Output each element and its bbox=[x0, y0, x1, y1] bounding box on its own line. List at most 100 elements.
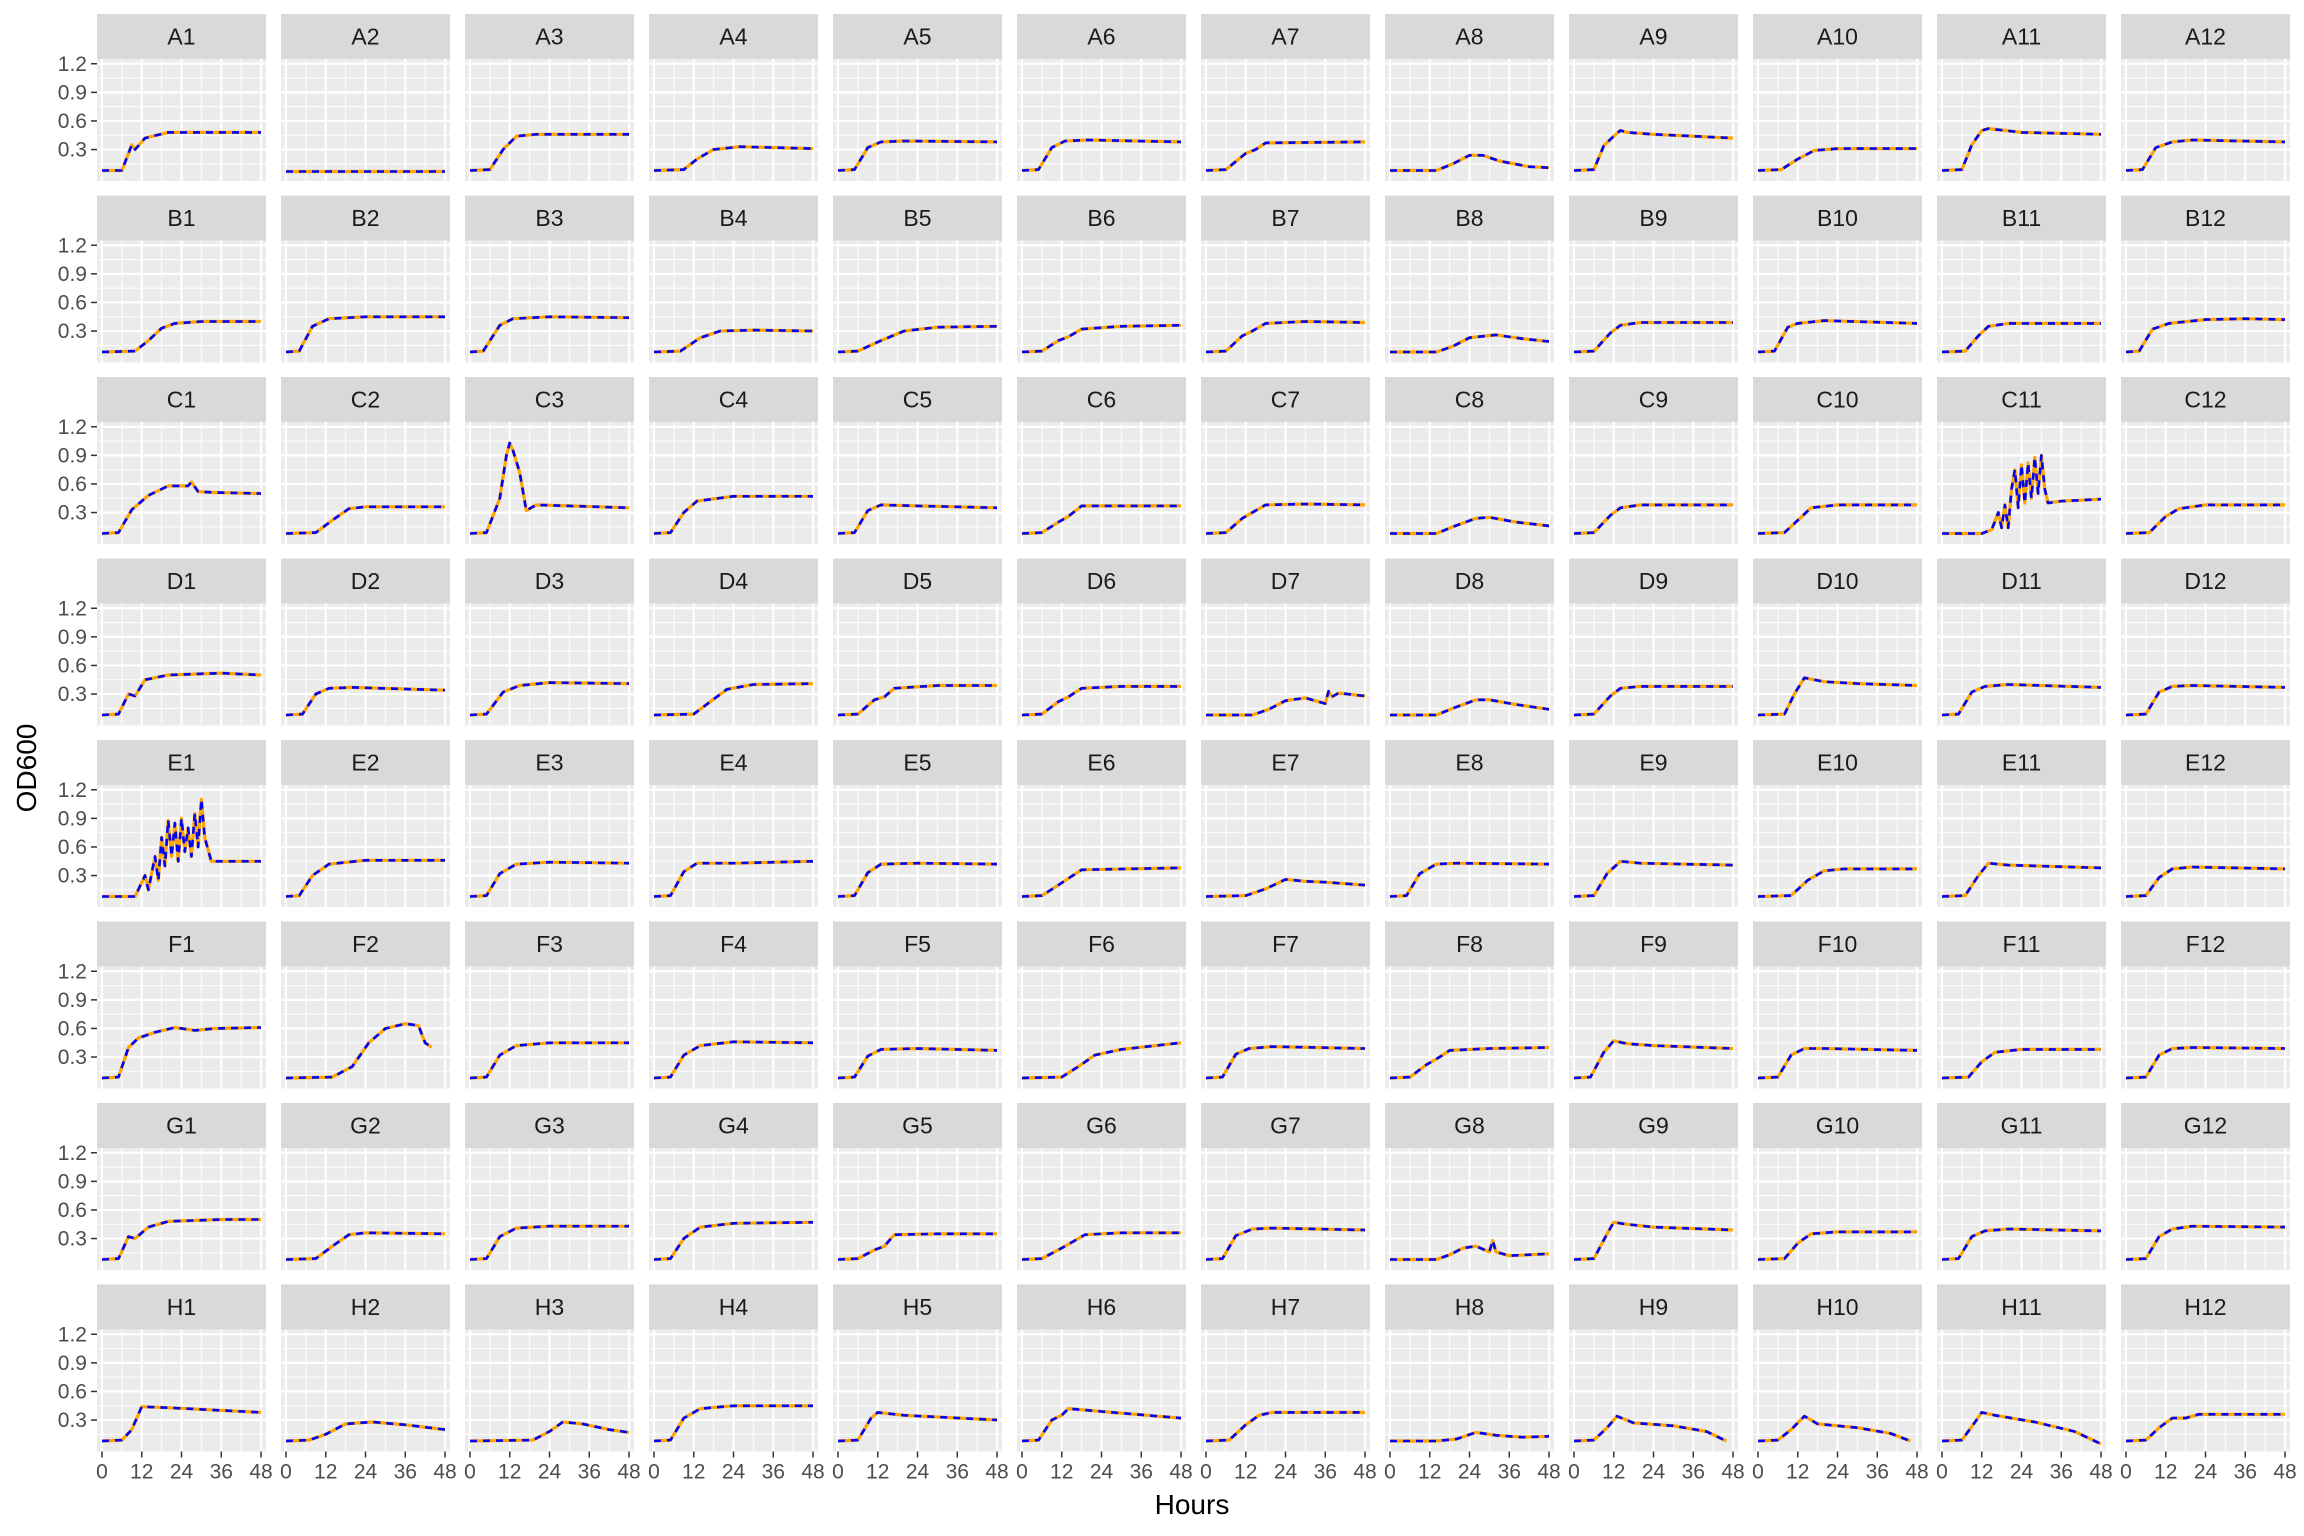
series-observed-line bbox=[1941, 1410, 2102, 1446]
panel-strip bbox=[2121, 740, 2290, 785]
series-fitted-line bbox=[653, 1040, 814, 1080]
panel-plot bbox=[1385, 1329, 1554, 1452]
series-fitted-line bbox=[1757, 867, 1917, 898]
series-fitted-line bbox=[1757, 1230, 1917, 1261]
panel-strip-label: F8 bbox=[1456, 931, 1483, 957]
panel-strip bbox=[2121, 377, 2290, 422]
series-fitted-line bbox=[101, 1026, 262, 1080]
panel-plot bbox=[2121, 603, 2290, 726]
panel-strip bbox=[1201, 195, 1370, 241]
panel-plot bbox=[281, 1148, 450, 1270]
panel-C9: C9 bbox=[1569, 377, 1738, 544]
panel-H6: H6 bbox=[1017, 1284, 1186, 1452]
series-fitted-line bbox=[653, 682, 814, 717]
panel-strip-label: C10 bbox=[1816, 387, 1858, 413]
x-tick-label: 12 bbox=[1970, 1461, 1993, 1484]
x-tick-label: 0 bbox=[832, 1461, 844, 1484]
y-axis-title: OD600 bbox=[11, 724, 42, 813]
panel-strip bbox=[465, 1103, 634, 1148]
panel-strip bbox=[2121, 1284, 2290, 1330]
panel-strip-label: E7 bbox=[1271, 750, 1299, 776]
panel-F4: F4 bbox=[649, 921, 818, 1089]
series-fitted-line bbox=[1757, 503, 1917, 535]
x-tick-label: 36 bbox=[1130, 1461, 1153, 1484]
panel-C6: C6 bbox=[1017, 377, 1186, 544]
panel-strip-label: F1 bbox=[168, 931, 195, 957]
panel-plot bbox=[1753, 59, 1922, 181]
x-tick-label: 12 bbox=[866, 1461, 889, 1484]
panel-C2: C2 bbox=[281, 377, 450, 544]
y-tick-label: 0.9 bbox=[58, 1352, 87, 1375]
panel-B10: B10 bbox=[1753, 195, 1922, 363]
panel-A9: A9 bbox=[1569, 14, 1738, 181]
panel-D10: D10 bbox=[1753, 558, 1922, 726]
panel-plot bbox=[649, 603, 818, 726]
panel-strip-label: A8 bbox=[1455, 24, 1483, 50]
panel-plot bbox=[1201, 1329, 1370, 1452]
panel-plot bbox=[1385, 603, 1554, 726]
panel-strip-label: E12 bbox=[2185, 750, 2226, 776]
panel-strip bbox=[1753, 740, 1922, 785]
panel-plot bbox=[281, 785, 450, 907]
panel-strip-label: C2 bbox=[351, 387, 380, 413]
x-tick-label: 48 bbox=[1169, 1461, 1192, 1484]
x-tick-label: 48 bbox=[617, 1461, 640, 1484]
x-tick-label: 24 bbox=[1642, 1461, 1666, 1484]
panel-plot bbox=[1201, 422, 1370, 544]
panel-plot bbox=[465, 1329, 634, 1452]
panel-D7: D7 bbox=[1201, 558, 1370, 726]
panel-plot bbox=[1017, 785, 1186, 907]
panel-strip bbox=[1569, 558, 1738, 604]
series-fitted-line bbox=[1573, 503, 1733, 535]
series-observed-line bbox=[1390, 153, 1550, 173]
y-tick-label: 0.6 bbox=[58, 473, 87, 496]
x-tick-label: 12 bbox=[1602, 1461, 1625, 1484]
series-observed-line bbox=[285, 1231, 446, 1262]
series-observed-line bbox=[653, 328, 814, 354]
panel-strip-label: H6 bbox=[1087, 1294, 1116, 1320]
panel-G11: G11 bbox=[1937, 1103, 2106, 1270]
panel-plot bbox=[1937, 1329, 2106, 1452]
panel-strip bbox=[833, 921, 1002, 967]
series-fitted-line bbox=[469, 441, 630, 535]
panel-plot bbox=[97, 785, 266, 907]
series-fitted-line bbox=[1941, 322, 2101, 354]
panel-plot bbox=[1385, 59, 1554, 181]
panel-strip-label: E4 bbox=[719, 750, 747, 776]
panel-plot bbox=[833, 966, 1002, 1089]
panel-plot bbox=[649, 240, 818, 363]
panel-strip-label: A6 bbox=[1087, 24, 1115, 50]
panel-H4: H4 bbox=[649, 1284, 818, 1452]
y-tick-label: 1.2 bbox=[58, 597, 87, 620]
panel-strip-label: H2 bbox=[351, 1294, 380, 1320]
panel-strip-label: H8 bbox=[1455, 1294, 1484, 1320]
series-fitted-line bbox=[1390, 333, 1550, 354]
panel-strip bbox=[1201, 1103, 1370, 1148]
panel-plot bbox=[97, 603, 266, 726]
panel-strip bbox=[1201, 14, 1370, 59]
panel-strip bbox=[649, 558, 818, 604]
panels-layer: A1 A2 A3 A4 A5 A6 A7 A8 A9 A10 A11 A12 B1 B2 B3 B4 B5 B6 B… bbox=[97, 14, 2290, 1452]
panel-strip bbox=[1385, 921, 1554, 967]
panel-strip-label: D10 bbox=[1816, 568, 1858, 594]
y-tick-label: 1.2 bbox=[58, 1323, 87, 1346]
panel-F1: F1 bbox=[97, 921, 266, 1089]
x-tick-label: 36 bbox=[1682, 1461, 1705, 1484]
panel-strip-label: A4 bbox=[719, 24, 747, 50]
series-fitted-line bbox=[1205, 1045, 1366, 1080]
panel-strip bbox=[1569, 1103, 1738, 1148]
series-observed-line bbox=[1573, 1414, 1728, 1443]
panel-strip-label: A10 bbox=[1817, 24, 1858, 50]
panel-D11: D11 bbox=[1937, 558, 2106, 726]
series-fitted-line bbox=[1205, 320, 1366, 354]
panel-E9: E9 bbox=[1569, 740, 1738, 907]
series-fitted-line bbox=[2125, 317, 2286, 354]
panel-strip-label: C5 bbox=[903, 387, 932, 413]
panel-plot bbox=[1569, 966, 1738, 1089]
panel-F10: F10 bbox=[1753, 921, 1922, 1089]
panel-strip bbox=[2121, 1103, 2290, 1148]
panel-strip-label: D6 bbox=[1087, 568, 1116, 594]
panel-plot bbox=[1201, 1148, 1370, 1270]
panel-plot bbox=[1201, 785, 1370, 907]
series-fitted-line bbox=[1941, 861, 2102, 898]
